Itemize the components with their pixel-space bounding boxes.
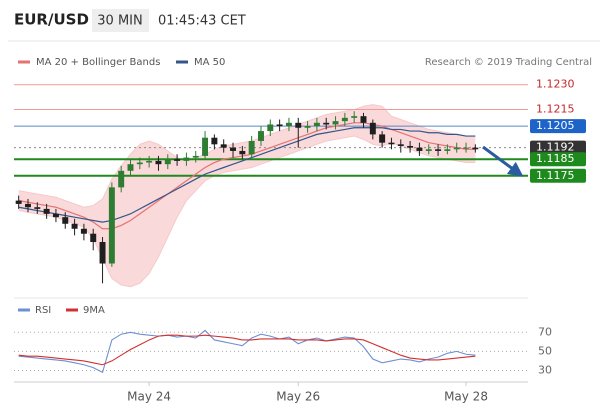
candle-body bbox=[472, 147, 479, 150]
candle-body bbox=[360, 116, 367, 123]
candle-body bbox=[80, 228, 87, 234]
candle-body bbox=[379, 134, 386, 143]
candle-body bbox=[211, 137, 218, 145]
level-label-box bbox=[530, 119, 586, 134]
candle-body bbox=[369, 122, 376, 135]
candle-body bbox=[183, 157, 190, 161]
candle-body bbox=[230, 147, 237, 151]
candle-body bbox=[295, 122, 302, 128]
candle-body bbox=[118, 170, 125, 188]
candle-body bbox=[62, 217, 69, 224]
candle-body bbox=[407, 145, 414, 148]
candle-body bbox=[71, 223, 78, 229]
candle-body bbox=[108, 187, 115, 264]
candle-body bbox=[202, 137, 209, 156]
level-label-box bbox=[530, 168, 586, 183]
candle-body bbox=[220, 144, 227, 148]
y-tick-label: 30 bbox=[538, 363, 552, 376]
candle-body bbox=[146, 160, 153, 163]
candle-body bbox=[267, 124, 274, 132]
candle-body bbox=[323, 122, 330, 125]
candle-body bbox=[248, 141, 255, 155]
rsi-line bbox=[18, 329, 476, 374]
x-tick-label: May 28 bbox=[444, 390, 488, 404]
candle-body bbox=[164, 159, 171, 165]
candle-body bbox=[453, 147, 460, 150]
legend-label: RSI bbox=[35, 305, 51, 316]
candle-body bbox=[425, 149, 432, 151]
candle-body bbox=[435, 149, 442, 151]
legend-label: MA 50 bbox=[194, 57, 225, 68]
symbol: EUR/USD bbox=[14, 11, 89, 29]
bollinger-upper bbox=[18, 104, 476, 208]
candle-body bbox=[34, 207, 41, 209]
x-tick-label: May 26 bbox=[276, 390, 320, 404]
level-label-box bbox=[530, 140, 586, 155]
x-tick-label: May 24 bbox=[127, 390, 171, 404]
timeframe: 30 MIN bbox=[97, 14, 142, 29]
candle-body bbox=[313, 122, 320, 127]
candle-body bbox=[99, 241, 106, 264]
candle-body bbox=[43, 208, 50, 214]
candle-body bbox=[192, 155, 199, 158]
candle-body bbox=[257, 131, 264, 142]
level-label: 1.1230 bbox=[536, 78, 575, 91]
candle-body bbox=[155, 160, 162, 165]
ma-line bbox=[18, 122, 476, 230]
y-tick-label: 50 bbox=[538, 344, 552, 357]
candle-body bbox=[276, 124, 283, 127]
candle-body bbox=[397, 144, 404, 146]
level-label: 1.1185 bbox=[536, 152, 575, 165]
level-label: 1.1215 bbox=[536, 103, 575, 116]
bollinger-band bbox=[18, 104, 476, 287]
level-label: 1.1205 bbox=[536, 119, 575, 132]
ma-line bbox=[18, 127, 476, 223]
candle-body bbox=[174, 159, 181, 161]
candle-body bbox=[463, 147, 470, 149]
legend-label: MA 20 + Bollinger Bands bbox=[36, 57, 160, 68]
candle-body bbox=[239, 150, 246, 155]
candle-body bbox=[136, 162, 143, 165]
forecast-arrow bbox=[482, 145, 524, 177]
timeframe-box bbox=[92, 9, 149, 32]
candle-body bbox=[285, 122, 292, 127]
candle-body bbox=[351, 116, 358, 118]
candle-body bbox=[24, 203, 31, 208]
level-label: 1.1192 bbox=[536, 141, 575, 154]
candle-body bbox=[444, 149, 451, 151]
candle-body bbox=[15, 200, 22, 204]
candle-body bbox=[90, 233, 97, 242]
candle-body bbox=[52, 213, 59, 218]
time: 01:45:43 CET bbox=[158, 14, 246, 29]
level-label-box bbox=[530, 152, 586, 167]
candle-body bbox=[416, 147, 423, 151]
candle-body bbox=[304, 126, 311, 128]
level-label: 1.1175 bbox=[536, 169, 575, 182]
candle-body bbox=[341, 117, 348, 122]
credit: Research © 2019 Trading Central bbox=[425, 57, 592, 68]
candle-body bbox=[332, 121, 339, 125]
rsi-line bbox=[18, 334, 476, 366]
candle-body bbox=[127, 164, 134, 171]
y-tick-label: 70 bbox=[538, 325, 552, 338]
legend-label: 9MA bbox=[83, 305, 105, 316]
candle-body bbox=[388, 142, 395, 145]
